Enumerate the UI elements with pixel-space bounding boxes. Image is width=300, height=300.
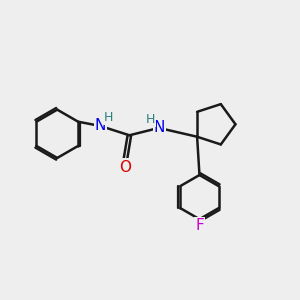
Text: H: H (145, 113, 155, 126)
Text: O: O (119, 160, 131, 175)
Text: F: F (195, 218, 204, 233)
Text: H: H (104, 111, 113, 124)
Text: N: N (95, 118, 106, 133)
Text: N: N (154, 120, 165, 135)
